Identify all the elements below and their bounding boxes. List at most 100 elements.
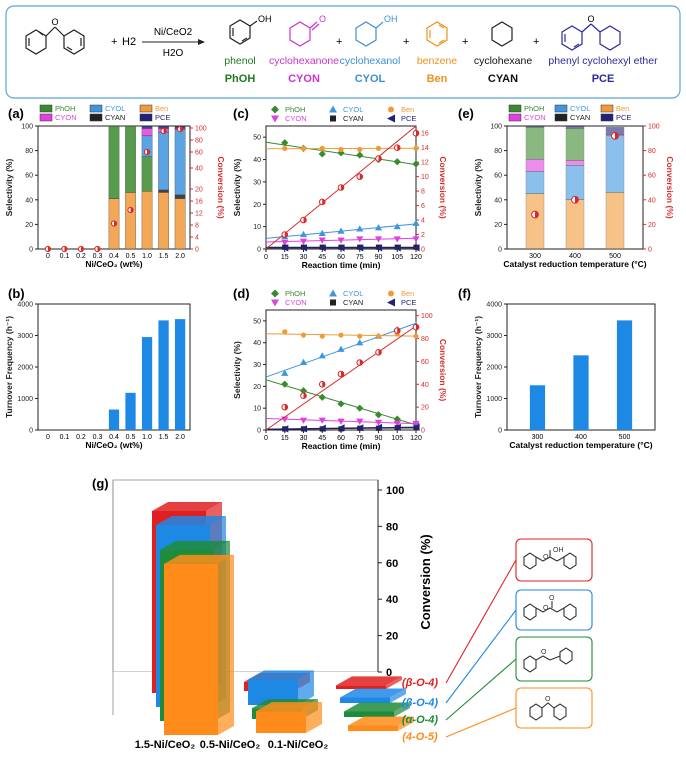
beta-o-4-ketone-carbonyl: O [549, 595, 555, 602]
panel-d-y2-tick-label: 0 [421, 428, 425, 435]
panel-a-bar-cyol [158, 131, 169, 191]
panel-g-bar-o-4-2-top [336, 676, 402, 686]
panel-c-y2-tick-label: 8 [421, 189, 425, 196]
scheme-product-names: phenol cyclohexanone cyclohexanol benzen… [224, 55, 658, 67]
panel-f-y-tick-label: 0 [498, 428, 502, 435]
panel-c-point-pce [281, 244, 289, 252]
panel-c-point-cyon [281, 239, 289, 246]
panel-c-point-pce [299, 244, 308, 252]
panel-d-x-tick-label: 0 [264, 435, 268, 442]
panel-c-x-tick-label: 90 [375, 254, 383, 261]
panel-b-x-tick-label: 0.3 [93, 434, 103, 441]
cyclohexanone-structure [289, 21, 320, 47]
panel-d-point-phoh [356, 404, 364, 412]
reaction-arrow-head [198, 39, 205, 45]
panel-c-point-cyon [412, 236, 420, 243]
panel-c-point-phoh [393, 158, 401, 166]
panel-d-y2-tick-label: 80 [421, 336, 429, 343]
panel-g-z-tick-label: 20 [386, 631, 398, 643]
panel-b-x-tick-label: 0 [46, 434, 50, 441]
panel-c-x-tick-label: 60 [337, 254, 345, 261]
panel-e-bar-cyol [565, 165, 585, 200]
product-name-benzene: benzene [417, 55, 457, 67]
legend-label-cyon: CYON [524, 113, 546, 122]
panel-c-point-ben [282, 145, 288, 151]
legend-label-phoh: PhOH [524, 104, 544, 113]
product-name-cyclohexane: cyclohexane [474, 55, 533, 67]
panel-g-bar-o-4-0-top [156, 516, 226, 525]
panel-a-y2-tick-label: 12 [195, 211, 203, 218]
panel-c-point-phoh [356, 151, 364, 159]
panel-e-bar-cyon [525, 159, 545, 172]
legend-label-cyon: CYON [55, 113, 77, 122]
beta-o-4-oxygen-label: O [543, 554, 549, 561]
panel-c-y-tick-label: 20 [253, 202, 261, 209]
panel-d-point-cyon [318, 417, 326, 424]
panel-d-y-tick-label: 50 [253, 318, 261, 325]
legend-marker-cyan [330, 299, 336, 306]
legend-label-phoh: PhOH [55, 104, 75, 113]
panel-b-y-tick-label: 2000 [17, 365, 33, 372]
panel-g-bar-o-4-2-top [344, 702, 410, 712]
panel-a-y2-tick-label: 16 [195, 199, 203, 206]
panel-d-conversion-fill [359, 359, 363, 366]
panel-c-x-tick-label: 0 [264, 254, 268, 261]
panel-c-y-tick-label: 30 [253, 179, 261, 186]
legend-marker-cyon [271, 299, 279, 307]
panel-c-point-phoh [281, 139, 289, 147]
panel-b-y-title: Turnover Frequency (h⁻¹) [4, 316, 14, 418]
panel-g-bar-4-o-5-0-side [218, 554, 234, 735]
panel-d-y2-tick-label: 40 [421, 382, 429, 389]
panel-f-y-tick-label: 2000 [486, 365, 502, 372]
panel-c-point-ben [413, 145, 419, 151]
legend-label-cyol: CYOL [105, 104, 125, 113]
panel-g-bar-o-4-1-top [248, 670, 314, 680]
panel-a-x-tick-label: 0.2 [76, 253, 86, 260]
panel-g-z-title: Conversion (%) [418, 534, 433, 629]
panel-g-bar-4-o-5-1-side [306, 702, 322, 733]
legend-label-pce: PCE [616, 113, 631, 122]
panel-c-point-cyon [318, 237, 326, 244]
scheme-plus-3: + [403, 36, 409, 48]
panel-a-y2-title: Conversion (%) [216, 156, 226, 219]
panel-c-y2-tick-label: 10 [421, 174, 429, 181]
scheme-plus-2: + [336, 36, 342, 48]
panel-d-y-tick-label: 10 [253, 406, 261, 413]
legend-label-pce: PCE [155, 113, 170, 122]
panel-d-point-cyon [337, 418, 345, 425]
panel-e-y-tick-label: 0 [498, 247, 502, 254]
panel-d-y2-tick-label: 20 [421, 405, 429, 412]
legend-label-ben: Ben [401, 289, 414, 298]
legend-label-cyol: CYOL [343, 105, 363, 114]
panel-c-y2-tick-label: 16 [421, 131, 429, 138]
legend-swatch-pce [139, 113, 153, 122]
panel-c-point-cyol [337, 227, 345, 234]
panel-g-z-tick-label: 0 [386, 667, 392, 679]
panel-g-bar-o-4-0-top [152, 502, 222, 511]
panel-e-y-tick-label: 40 [494, 197, 502, 204]
panel-a-y2-tick-label: 0 [195, 247, 199, 254]
panel-a-y-tick-label: 20 [25, 222, 33, 229]
panel-e-bar-phoh [565, 128, 585, 161]
cyclohexane-structure [491, 21, 513, 47]
alpha-o-4-oxygen: O [541, 649, 547, 656]
panel-g-category-label: 1.5-Ni/CeO₂ [135, 739, 196, 751]
beta-o-4-ketone-structure [523, 601, 577, 621]
panel-letters: (a) (b) (c) (d) (e) (f) (g) [8, 106, 474, 491]
panel-d-conversion-fill [322, 381, 326, 388]
product-abbr-cyol: CYOL [355, 73, 386, 85]
panel-d-conversion-fill [397, 327, 401, 334]
panel-d-x-tick-label: 105 [391, 435, 403, 442]
scheme-plus-4: + [462, 36, 468, 48]
panel-c-y2-tick-label: 0 [421, 247, 425, 254]
panel-d-point-phoh [318, 393, 326, 401]
legend-marker-cyan [330, 115, 336, 122]
panel-a-bar-pce [141, 125, 153, 129]
panel-c-y-tick-label: 50 [253, 135, 261, 142]
phenol-oh-label: OH [258, 14, 272, 24]
panel-b-x-tick-label: 0.1 [60, 434, 70, 441]
panel-g-bar-o-4-2-side [394, 702, 410, 717]
panel-c-y-title: Selectivity (%) [232, 159, 242, 217]
panel-c-point-ben [319, 145, 325, 151]
panel-b-x-tick-label: 1.0 [142, 434, 152, 441]
